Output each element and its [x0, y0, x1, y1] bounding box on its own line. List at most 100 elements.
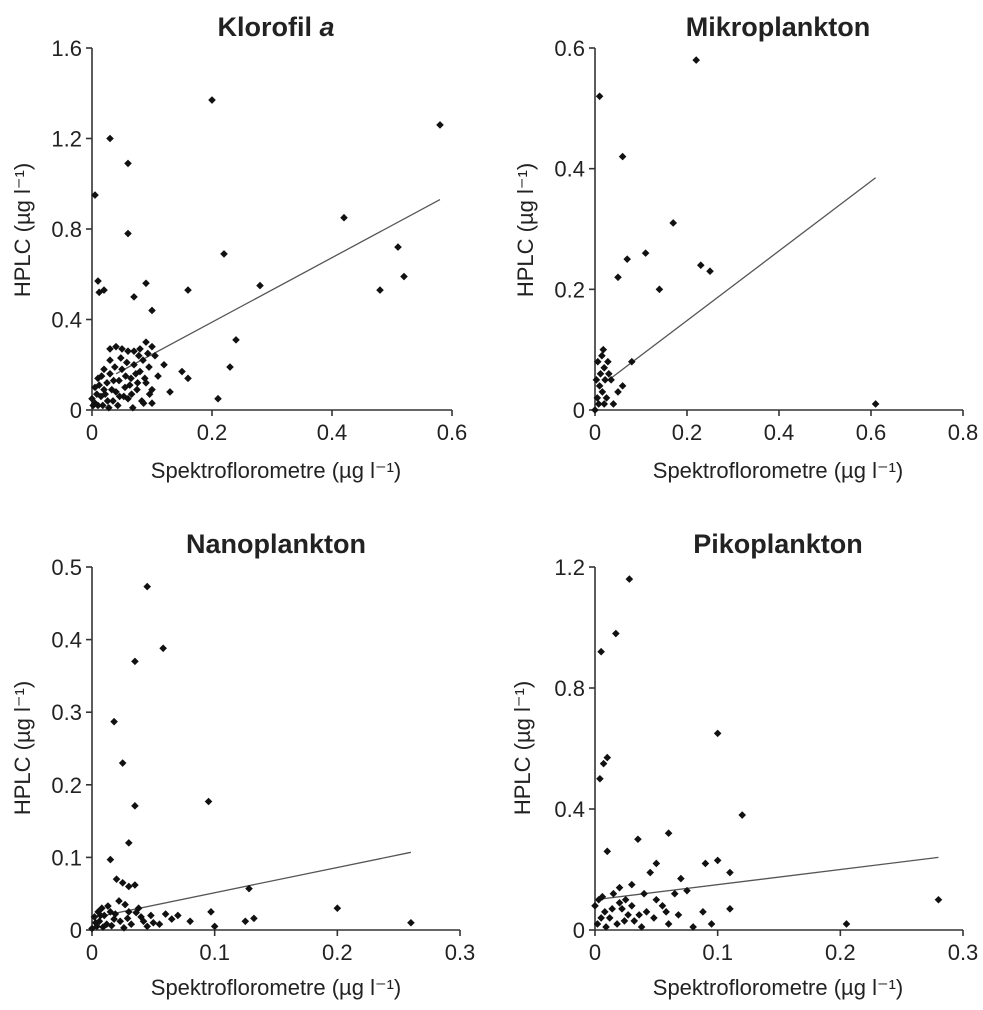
data-point	[123, 358, 131, 367]
data-point	[250, 914, 258, 923]
data-point	[598, 892, 607, 901]
data-point	[159, 644, 167, 653]
y-tick-label: 0.1	[51, 845, 82, 870]
data-point	[340, 213, 348, 222]
data-point	[214, 394, 222, 403]
data-point	[652, 895, 661, 904]
data-point	[591, 406, 599, 414]
data-point	[106, 356, 114, 365]
data-point	[123, 914, 132, 923]
data-point	[100, 286, 108, 294]
data-point	[623, 255, 631, 263]
data-point	[609, 889, 618, 898]
regression-line	[115, 199, 441, 375]
y-tick-label: 0	[573, 918, 585, 943]
data-point	[91, 918, 100, 927]
data-point	[625, 575, 634, 583]
data-point	[642, 908, 651, 916]
data-point	[628, 357, 636, 366]
data-point	[148, 306, 156, 315]
y-tick-label: 0	[70, 398, 82, 423]
data-point	[726, 868, 734, 877]
data-point	[106, 345, 114, 353]
data-point	[614, 273, 622, 282]
data-point	[115, 897, 123, 905]
panel-title: Nanoplankton	[186, 529, 366, 559]
data-point	[637, 923, 646, 931]
data-point	[111, 363, 119, 371]
data-point	[133, 385, 141, 394]
data-point	[103, 379, 111, 387]
data-point	[634, 835, 642, 844]
data-point	[605, 914, 614, 922]
y-tick-label: 0.4	[51, 628, 82, 653]
x-tick-label: 0	[86, 420, 98, 445]
data-point	[108, 385, 116, 394]
data-point	[597, 647, 605, 656]
data-point	[245, 884, 253, 893]
data-point	[595, 382, 604, 390]
data-point	[664, 920, 673, 928]
x-tick-label: 0.8	[948, 420, 979, 445]
data-point	[99, 923, 107, 931]
y-axis-label: HPLC (µg l⁻¹)	[10, 681, 35, 815]
data-point	[127, 920, 136, 928]
data-point	[608, 905, 616, 913]
y-tick-label: 0.4	[554, 797, 585, 822]
data-point	[658, 902, 667, 910]
data-point	[210, 922, 219, 931]
data-point	[93, 922, 101, 931]
data-point	[141, 374, 149, 383]
data-point	[628, 902, 636, 910]
data-point	[97, 372, 106, 380]
y-axis-label: HPLC (µg l⁻¹)	[510, 681, 535, 815]
y-tick-label: 0.2	[51, 773, 82, 798]
data-point	[116, 917, 125, 926]
data-point	[124, 159, 132, 168]
data-point	[256, 281, 264, 290]
data-point	[618, 905, 626, 913]
x-tick-label: 0.2	[197, 420, 228, 445]
x-tick-label: 0.3	[445, 940, 476, 965]
data-point	[147, 911, 155, 920]
y-tick-label: 0.6	[554, 36, 585, 61]
data-point	[652, 859, 661, 868]
data-point	[112, 875, 121, 883]
data-point	[90, 913, 99, 921]
regression-line	[594, 856, 939, 901]
panel-klorofil: Klorofil a HPLC (µg l⁻¹) Spektrofloromet…	[10, 12, 467, 483]
data-point	[596, 774, 604, 783]
data-point	[232, 336, 240, 344]
data-point	[713, 729, 722, 738]
y-tick-label: 0.3	[51, 700, 82, 725]
data-point	[605, 370, 613, 378]
data-point	[130, 293, 138, 301]
data-point	[161, 910, 170, 918]
data-point	[154, 372, 162, 380]
data-point	[655, 285, 664, 294]
y-axis-label: HPLC (µg l⁻¹)	[10, 163, 35, 297]
panel-pikoplankton: Pikoplankton HPLC (µg l⁻¹) Spektroflorom…	[510, 529, 978, 1000]
x-tick-label: 0	[589, 940, 601, 965]
data-point	[145, 390, 154, 398]
data-point	[95, 288, 103, 297]
y-tick-label: 0	[70, 918, 82, 943]
regression-line	[104, 851, 412, 917]
data-point	[601, 376, 609, 384]
data-point	[118, 879, 127, 887]
data-point	[241, 917, 250, 926]
data-point	[118, 365, 126, 374]
data-point	[662, 908, 670, 916]
data-point	[148, 399, 156, 408]
data-point	[111, 910, 120, 918]
data-point	[697, 261, 705, 269]
x-tick-label: 0.2	[825, 940, 856, 965]
data-point	[105, 403, 113, 412]
data-point	[115, 392, 124, 401]
data-point	[707, 920, 716, 928]
data-point	[145, 363, 153, 371]
data-point	[144, 349, 152, 358]
data-point	[137, 913, 145, 921]
x-tick-label: 0.6	[437, 420, 468, 445]
data-point	[689, 923, 697, 931]
